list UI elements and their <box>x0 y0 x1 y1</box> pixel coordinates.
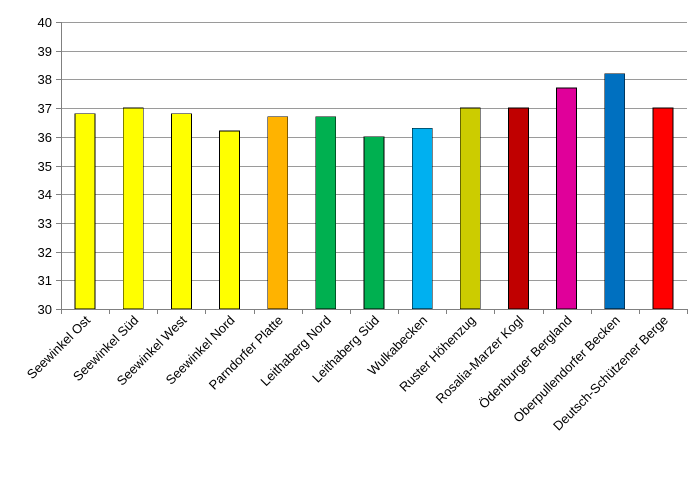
y-tick-label: 40 <box>38 15 52 30</box>
bar <box>267 116 289 310</box>
y-tick-label: 32 <box>38 245 52 260</box>
bar <box>122 107 144 310</box>
y-tick-label: 36 <box>38 130 52 145</box>
x-tick-label: Rosalia-Marzer Kogl <box>433 312 527 406</box>
y-tick-label: 39 <box>38 44 52 59</box>
y-tick-label: 30 <box>38 302 52 317</box>
bar <box>652 107 674 310</box>
bar <box>508 107 529 310</box>
bar <box>604 73 626 310</box>
bars <box>74 73 674 310</box>
bar <box>556 87 577 310</box>
bar <box>315 116 337 310</box>
bar <box>219 130 240 310</box>
bar <box>74 113 96 310</box>
axes <box>56 22 688 314</box>
bar <box>411 127 433 310</box>
y-tick-label: 31 <box>38 273 52 288</box>
bar <box>363 136 385 310</box>
y-tick-label: 37 <box>38 101 52 116</box>
y-tick-label: 33 <box>38 216 52 231</box>
bar <box>170 113 192 310</box>
x-tick-label: Ödenburger Bergland <box>476 313 575 412</box>
y-tick-label: 34 <box>38 187 52 202</box>
bar <box>459 107 481 310</box>
y-tick-label: 38 <box>38 72 52 87</box>
y-tick-label: 35 <box>38 159 52 174</box>
y-tick-labels: 30 31 32 33 34 35 36 37 38 39 40 <box>38 15 52 317</box>
